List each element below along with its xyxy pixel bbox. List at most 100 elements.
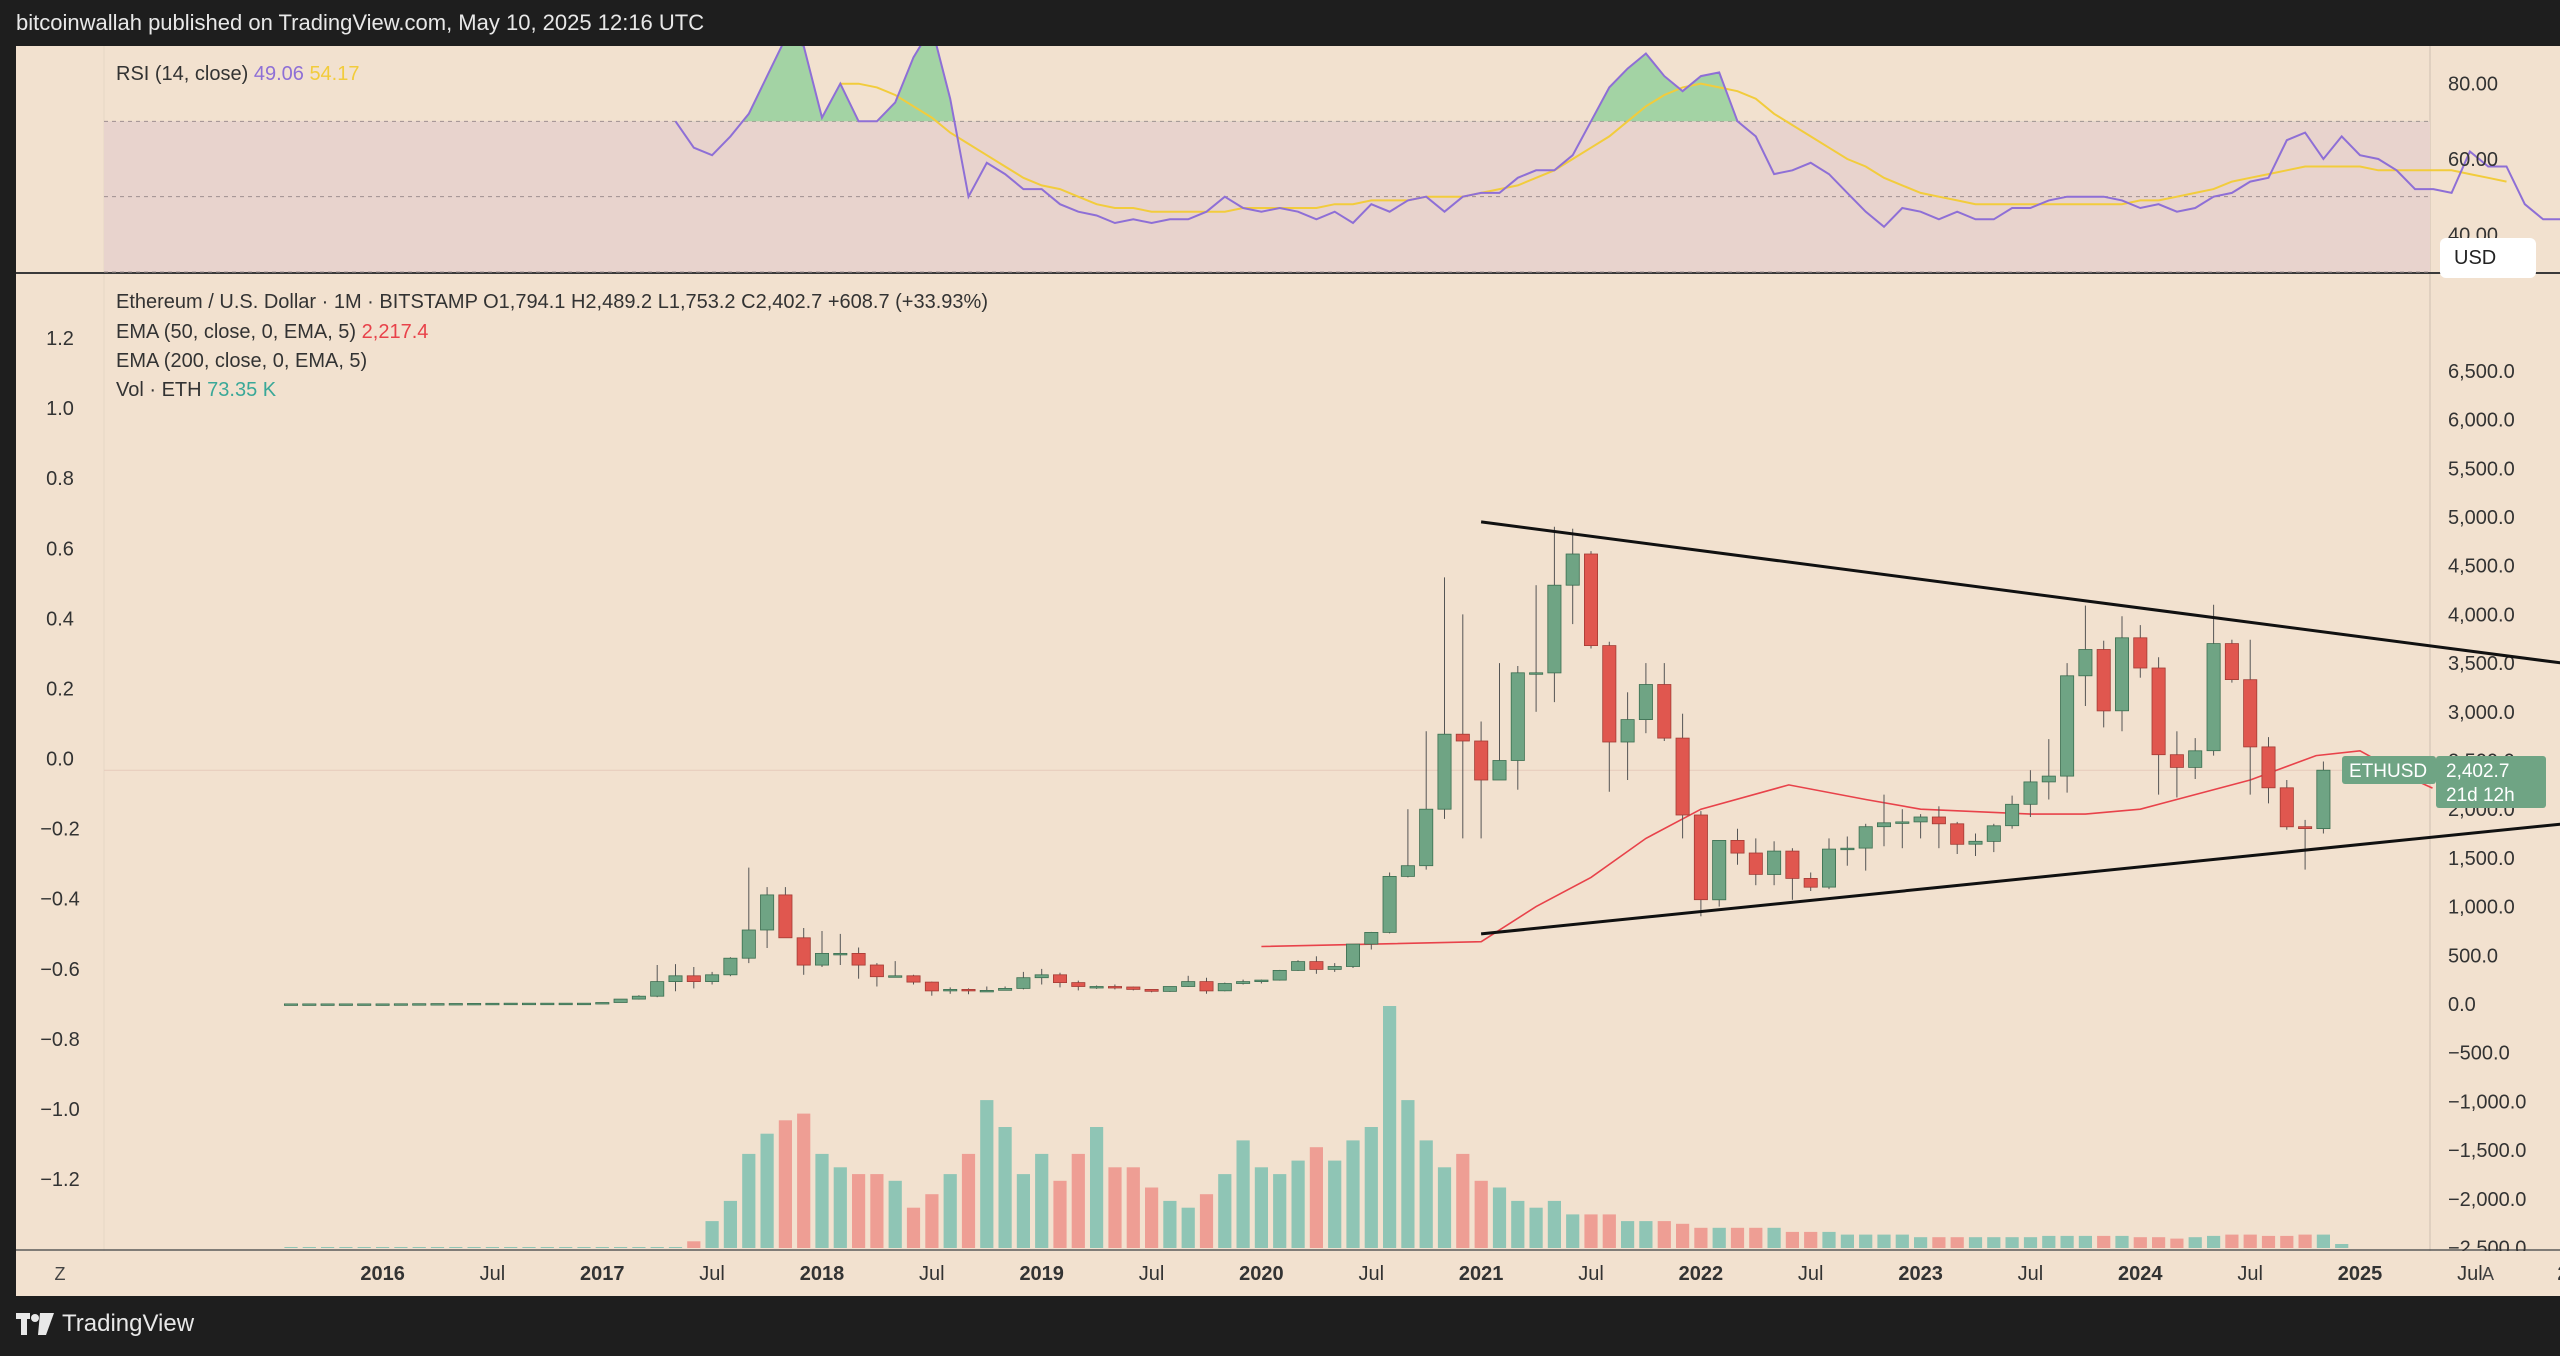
indicator-legend: EMA (50, close, 0, EMA, 5) 2,217.4 bbox=[116, 321, 428, 343]
volume-bar bbox=[1987, 1237, 2001, 1248]
chart-area[interactable]: 80.00 60.00 40.00 RSI (14, close) 49.06 54.… bbox=[16, 46, 2560, 1296]
candle bbox=[1638, 663, 1653, 734]
volume-bar bbox=[321, 1247, 335, 1248]
candle bbox=[357, 1003, 372, 1006]
candle bbox=[1565, 528, 1580, 625]
candle bbox=[778, 887, 793, 939]
volume-bar bbox=[430, 1247, 445, 1248]
volume-bar bbox=[302, 1247, 316, 1248]
rsi-overbought-fill bbox=[675, 46, 2430, 122]
volume-bar bbox=[504, 1247, 518, 1248]
rsi-ma-line bbox=[840, 82, 2507, 213]
volume-bar bbox=[925, 1194, 939, 1248]
volume-bar bbox=[1145, 1187, 1159, 1248]
time-axis-bg bbox=[16, 1251, 2560, 1296]
volume-bar bbox=[1108, 1167, 1122, 1248]
candle bbox=[1272, 969, 1287, 981]
lower-trendline bbox=[1480, 822, 2560, 936]
candle bbox=[320, 1003, 335, 1006]
candle bbox=[1089, 985, 1104, 989]
volume-bar bbox=[1694, 1227, 1708, 1248]
candle-body bbox=[1400, 865, 1415, 877]
candle-body bbox=[1474, 740, 1489, 781]
candle bbox=[631, 995, 646, 1000]
candle-body bbox=[943, 989, 958, 992]
publisher-text: bitcoinwallah published on TradingView.c… bbox=[16, 10, 705, 35]
candle-body bbox=[1565, 553, 1580, 586]
candle-body bbox=[2316, 769, 2331, 830]
price-tick-label: 5,500.0 bbox=[2448, 458, 2515, 480]
candle bbox=[503, 1002, 518, 1006]
candle bbox=[1620, 692, 1635, 780]
ohlc-change: +608.7 (+33.93%) bbox=[828, 291, 988, 313]
publisher-bar: bitcoinwallah published on TradingView.c… bbox=[0, 0, 2560, 46]
candle bbox=[1803, 872, 1818, 891]
candle bbox=[979, 986, 994, 993]
candle-body bbox=[1071, 982, 1086, 987]
ema50-line bbox=[1261, 749, 2433, 948]
volume-bar bbox=[2133, 1237, 2147, 1248]
price-tag-countdown: 21d 12h bbox=[2446, 785, 2515, 806]
volume-bar bbox=[1859, 1234, 1873, 1248]
tradingview-logo[interactable]: TradingView bbox=[16, 1310, 194, 1338]
candle bbox=[1144, 989, 1159, 993]
candle-body bbox=[1693, 814, 1708, 901]
candle-body bbox=[2298, 826, 2313, 830]
candle bbox=[1675, 713, 1690, 839]
candle bbox=[668, 964, 683, 992]
candle-body bbox=[1089, 986, 1104, 989]
candle bbox=[302, 1003, 317, 1006]
volume-bar bbox=[2316, 1234, 2330, 1248]
candle-body bbox=[283, 1003, 298, 1006]
candle bbox=[1895, 809, 1910, 849]
candle bbox=[1785, 848, 1800, 900]
candle-body bbox=[705, 974, 720, 982]
volume-bar bbox=[742, 1153, 756, 1248]
volume-bar bbox=[1584, 1214, 1598, 1248]
volume-bar bbox=[760, 1133, 774, 1248]
volume-bar bbox=[1328, 1160, 1342, 1248]
candle bbox=[1584, 551, 1599, 649]
candle bbox=[1877, 794, 1892, 847]
candle-body bbox=[1309, 961, 1324, 970]
time-tick-label: 2019 bbox=[1019, 1263, 1064, 1285]
zoom-z-button[interactable]: Z bbox=[55, 1264, 66, 1284]
candle-body bbox=[1016, 977, 1031, 989]
candle-body bbox=[1730, 840, 1745, 854]
candle bbox=[1217, 982, 1232, 992]
volume-bar bbox=[1914, 1237, 1928, 1248]
volume-bar bbox=[1218, 1174, 1232, 1248]
volume-bar bbox=[943, 1174, 957, 1248]
volume-bar bbox=[1254, 1167, 1268, 1248]
candle-body bbox=[338, 1003, 353, 1006]
price-tick-label: 5,000.0 bbox=[2448, 507, 2515, 529]
candle-body bbox=[1748, 852, 1763, 875]
candle-body bbox=[1364, 932, 1379, 945]
candle-body bbox=[1712, 840, 1727, 901]
candle bbox=[1986, 823, 2001, 853]
candle-body bbox=[833, 953, 848, 956]
volume-bar bbox=[284, 1247, 298, 1248]
volume-bar bbox=[1840, 1234, 1854, 1248]
candle-body bbox=[595, 1002, 610, 1005]
rsi-tick-label: 60.00 bbox=[2448, 149, 2498, 171]
candle-body bbox=[1803, 878, 1818, 888]
time-tick-label: 2021 bbox=[1459, 1263, 1504, 1285]
symbol-tag bbox=[2342, 755, 2436, 784]
candle bbox=[2243, 639, 2258, 795]
candle-body bbox=[1620, 719, 1635, 743]
auto-scale-a-button[interactable]: A bbox=[2482, 1264, 2494, 1284]
candle-body bbox=[1236, 981, 1251, 984]
candle bbox=[1840, 836, 1855, 866]
volume-bar bbox=[357, 1247, 371, 1248]
volume-bar bbox=[1309, 1147, 1323, 1248]
candle-body bbox=[1913, 816, 1928, 823]
candle bbox=[1199, 977, 1214, 994]
candle-body bbox=[1291, 961, 1306, 971]
currency-button[interactable]: USD bbox=[2440, 238, 2536, 278]
candle bbox=[1309, 956, 1324, 974]
candle-body bbox=[1199, 981, 1214, 992]
candle-body bbox=[979, 990, 994, 993]
a-button-label: A bbox=[2482, 1264, 2494, 1284]
